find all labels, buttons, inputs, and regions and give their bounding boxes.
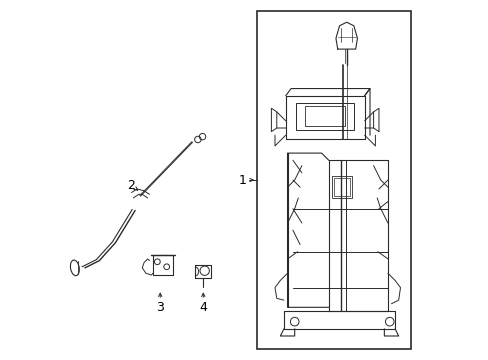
Bar	[296, 103, 353, 130]
Bar	[305, 107, 344, 126]
Text: 2: 2	[127, 179, 135, 192]
Bar	[257, 12, 410, 348]
Bar	[332, 176, 351, 198]
Text: 3: 3	[156, 301, 164, 314]
Text: 4: 4	[199, 301, 207, 314]
Text: 1: 1	[238, 174, 246, 186]
Bar	[333, 178, 349, 196]
